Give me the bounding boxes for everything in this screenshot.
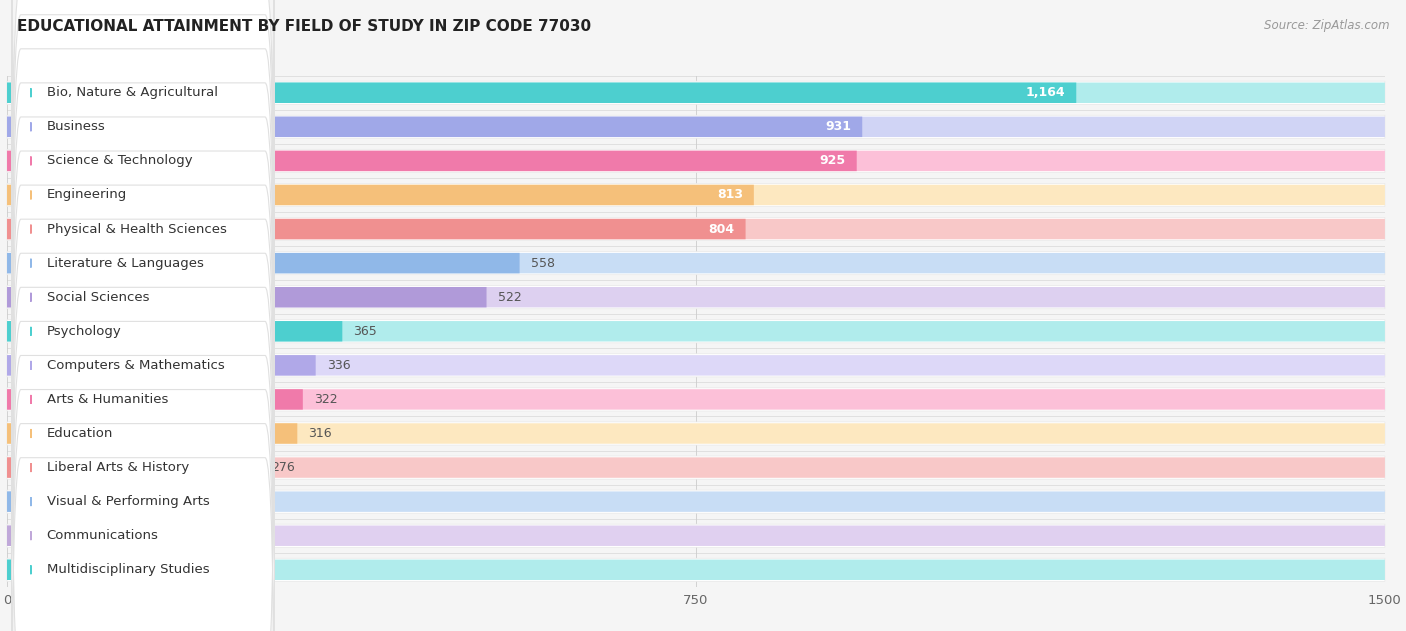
FancyBboxPatch shape: [7, 185, 1385, 205]
Text: Computers & Mathematics: Computers & Mathematics: [46, 359, 225, 372]
Text: 336: 336: [326, 359, 350, 372]
FancyBboxPatch shape: [7, 184, 1385, 206]
Text: Engineering: Engineering: [46, 189, 127, 201]
FancyBboxPatch shape: [7, 320, 1385, 343]
Text: Arts & Humanities: Arts & Humanities: [46, 393, 167, 406]
Text: 1,164: 1,164: [1025, 86, 1066, 99]
FancyBboxPatch shape: [7, 321, 1385, 341]
FancyBboxPatch shape: [11, 307, 274, 631]
FancyBboxPatch shape: [7, 150, 1385, 172]
Text: 114: 114: [122, 563, 146, 576]
FancyBboxPatch shape: [7, 321, 342, 341]
FancyBboxPatch shape: [7, 492, 212, 512]
Text: 316: 316: [308, 427, 332, 440]
FancyBboxPatch shape: [11, 69, 274, 526]
FancyBboxPatch shape: [7, 526, 136, 546]
FancyBboxPatch shape: [7, 83, 1385, 103]
Text: Science & Technology: Science & Technology: [46, 155, 193, 167]
FancyBboxPatch shape: [7, 560, 1385, 580]
FancyBboxPatch shape: [11, 0, 274, 355]
FancyBboxPatch shape: [7, 253, 1385, 273]
Text: Education: Education: [46, 427, 112, 440]
Text: Psychology: Psychology: [46, 325, 121, 338]
Text: Visual & Performing Arts: Visual & Performing Arts: [46, 495, 209, 508]
Text: 365: 365: [353, 325, 377, 338]
Text: Physical & Health Sciences: Physical & Health Sciences: [46, 223, 226, 235]
FancyBboxPatch shape: [7, 423, 297, 444]
FancyBboxPatch shape: [7, 389, 302, 410]
Text: Bio, Nature & Agricultural: Bio, Nature & Agricultural: [46, 86, 218, 99]
Text: Communications: Communications: [46, 529, 159, 542]
FancyBboxPatch shape: [7, 286, 1385, 309]
FancyBboxPatch shape: [7, 287, 486, 307]
FancyBboxPatch shape: [7, 83, 1076, 103]
Text: Multidisciplinary Studies: Multidisciplinary Studies: [46, 563, 209, 576]
FancyBboxPatch shape: [7, 219, 745, 239]
FancyBboxPatch shape: [7, 151, 856, 171]
FancyBboxPatch shape: [7, 117, 862, 137]
FancyBboxPatch shape: [7, 117, 1385, 137]
Text: Source: ZipAtlas.com: Source: ZipAtlas.com: [1264, 19, 1389, 32]
FancyBboxPatch shape: [7, 558, 1385, 581]
Text: 322: 322: [314, 393, 337, 406]
FancyBboxPatch shape: [7, 81, 1385, 104]
Text: Literature & Languages: Literature & Languages: [46, 257, 204, 269]
FancyBboxPatch shape: [7, 219, 1385, 239]
FancyBboxPatch shape: [11, 0, 274, 423]
Text: 931: 931: [825, 121, 851, 133]
FancyBboxPatch shape: [11, 273, 274, 631]
Text: 804: 804: [709, 223, 734, 235]
FancyBboxPatch shape: [7, 457, 260, 478]
FancyBboxPatch shape: [7, 490, 1385, 513]
FancyBboxPatch shape: [7, 115, 1385, 138]
FancyBboxPatch shape: [7, 253, 520, 273]
FancyBboxPatch shape: [7, 492, 1385, 512]
FancyBboxPatch shape: [7, 287, 1385, 307]
FancyBboxPatch shape: [7, 422, 1385, 445]
FancyBboxPatch shape: [7, 355, 316, 375]
FancyBboxPatch shape: [7, 388, 1385, 411]
FancyBboxPatch shape: [7, 560, 111, 580]
Text: 522: 522: [498, 291, 522, 304]
FancyBboxPatch shape: [11, 137, 274, 594]
Text: Liberal Arts & History: Liberal Arts & History: [46, 461, 188, 474]
FancyBboxPatch shape: [11, 205, 274, 631]
FancyBboxPatch shape: [7, 218, 1385, 240]
FancyBboxPatch shape: [11, 0, 274, 389]
FancyBboxPatch shape: [7, 354, 1385, 377]
Text: EDUCATIONAL ATTAINMENT BY FIELD OF STUDY IN ZIP CODE 77030: EDUCATIONAL ATTAINMENT BY FIELD OF STUDY…: [17, 19, 591, 34]
FancyBboxPatch shape: [11, 239, 274, 631]
FancyBboxPatch shape: [7, 151, 1385, 171]
FancyBboxPatch shape: [11, 0, 274, 321]
Text: Social Sciences: Social Sciences: [46, 291, 149, 304]
Text: Business: Business: [46, 121, 105, 133]
FancyBboxPatch shape: [11, 103, 274, 560]
FancyBboxPatch shape: [11, 171, 274, 628]
FancyBboxPatch shape: [7, 185, 754, 205]
Text: 558: 558: [530, 257, 554, 269]
Text: 925: 925: [820, 155, 845, 167]
Text: 276: 276: [271, 461, 295, 474]
Text: 224: 224: [224, 495, 247, 508]
Text: 141: 141: [148, 529, 172, 542]
FancyBboxPatch shape: [11, 1, 274, 457]
FancyBboxPatch shape: [7, 423, 1385, 444]
FancyBboxPatch shape: [7, 252, 1385, 274]
FancyBboxPatch shape: [11, 35, 274, 492]
FancyBboxPatch shape: [7, 457, 1385, 478]
FancyBboxPatch shape: [7, 524, 1385, 547]
FancyBboxPatch shape: [7, 526, 1385, 546]
Text: 813: 813: [717, 189, 742, 201]
FancyBboxPatch shape: [7, 389, 1385, 410]
FancyBboxPatch shape: [11, 341, 274, 631]
FancyBboxPatch shape: [7, 456, 1385, 479]
FancyBboxPatch shape: [7, 355, 1385, 375]
